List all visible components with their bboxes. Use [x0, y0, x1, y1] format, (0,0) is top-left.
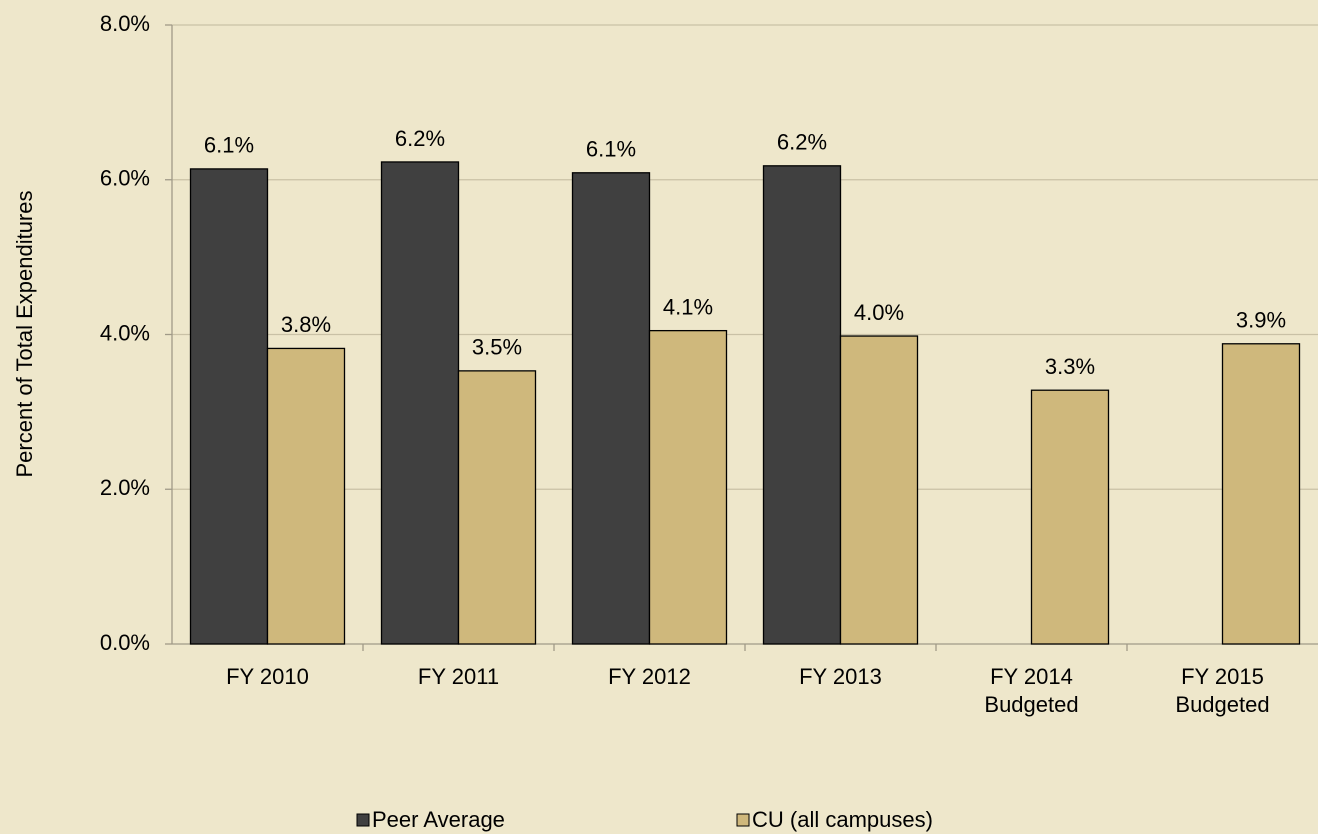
data-label: 3.5%	[472, 335, 522, 360]
x-tick-label: FY 2010	[226, 664, 309, 689]
data-label: 4.1%	[663, 294, 713, 319]
bar	[380, 161, 460, 645]
data-label: 3.9%	[1236, 308, 1286, 333]
legend-swatch	[736, 813, 750, 827]
bar	[571, 172, 651, 645]
data-label: 6.1%	[204, 133, 254, 158]
bar	[189, 168, 269, 645]
x-tick-label: FY 2011	[418, 664, 499, 689]
data-label: 3.8%	[281, 312, 331, 337]
y-tick-label: 8.0%	[100, 11, 150, 36]
data-label: 6.2%	[395, 126, 445, 151]
bar	[1221, 343, 1301, 645]
y-axis-title: Percent of Total Expenditures	[12, 191, 37, 478]
bar	[762, 165, 842, 645]
legend-label: Peer Average	[372, 807, 505, 832]
y-tick-label: 6.0%	[100, 166, 150, 191]
legend-label: CU (all campuses)	[752, 807, 933, 832]
x-tick-label: FY 2012	[608, 664, 691, 689]
bar	[266, 347, 346, 645]
data-label: 6.2%	[777, 130, 827, 155]
y-tick-label: 0.0%	[100, 630, 150, 655]
bar	[457, 370, 537, 645]
x-tick-label: FY 2014 Budgeted	[984, 664, 1078, 717]
data-label: 3.3%	[1045, 354, 1095, 379]
legend-swatch	[356, 813, 370, 827]
bar	[839, 335, 919, 645]
y-tick-label: 2.0%	[100, 475, 150, 500]
y-tick-label: 4.0%	[100, 320, 150, 345]
bar	[1030, 389, 1110, 645]
data-label: 4.0%	[854, 300, 904, 325]
data-label: 6.1%	[586, 137, 636, 162]
x-tick-label: FY 2013	[799, 664, 882, 689]
x-tick-label: FY 2015 Budgeted	[1175, 664, 1269, 717]
bar	[648, 329, 728, 645]
